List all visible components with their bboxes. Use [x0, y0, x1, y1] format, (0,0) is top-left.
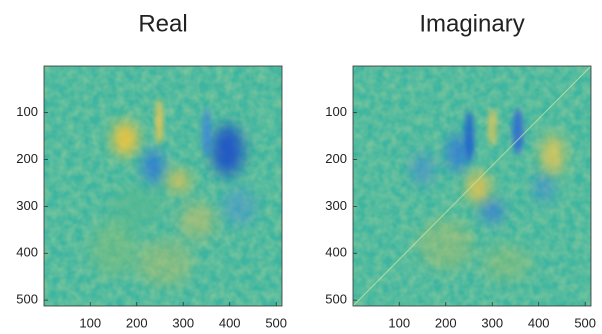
chart-title: Real: [138, 10, 187, 37]
image: [44, 66, 282, 306]
image-blob: [534, 173, 553, 202]
image-blob: [155, 99, 163, 146]
image-blob: [411, 152, 435, 186]
image: [353, 66, 591, 306]
image-diagonal: [353, 66, 591, 306]
image-blob: [466, 171, 491, 205]
image-blob: [202, 108, 212, 155]
axes-box: [43, 65, 283, 307]
y-tick-label: 400: [325, 245, 347, 260]
x-tick-label: 400: [528, 315, 550, 330]
image-blob: [178, 202, 216, 240]
image-blob: [480, 199, 505, 223]
x-tick-label: 100: [388, 315, 410, 330]
image-blob: [211, 124, 244, 176]
y-tick-label: 100: [325, 104, 347, 119]
image-blob: [222, 188, 256, 226]
y-tick-label: 100: [16, 104, 38, 119]
image-blob: [109, 185, 165, 228]
image-blob: [464, 110, 474, 162]
y-tick-label: 200: [325, 151, 347, 166]
image-blob: [112, 120, 139, 157]
y-tick-label: 300: [16, 198, 38, 213]
x-tick-label: 500: [265, 315, 287, 330]
image-blob: [90, 220, 137, 277]
image-blob: [143, 149, 164, 185]
image-blob: [136, 239, 193, 287]
x-tick-label: 300: [481, 315, 503, 330]
image-blob: [541, 134, 565, 176]
x-tick-label: 200: [435, 315, 457, 330]
x-tick-label: 400: [219, 315, 241, 330]
image-blob: [418, 218, 474, 270]
axes-box: [352, 65, 592, 307]
y-tick-label: 200: [16, 151, 38, 166]
image-blob: [483, 244, 530, 282]
y-tick-label: 500: [16, 292, 38, 307]
y-tick-label: 400: [16, 245, 38, 260]
x-tick-label: 100: [79, 315, 101, 330]
x-tick-label: 200: [126, 315, 148, 330]
y-tick-label: 300: [325, 198, 347, 213]
x-tick-label: 500: [574, 315, 596, 330]
image-blob: [166, 169, 191, 193]
x-tick-label: 300: [172, 315, 194, 330]
y-tick-label: 500: [325, 292, 347, 307]
image-blob: [447, 134, 468, 172]
chart-title: Imaginary: [419, 10, 524, 37]
image-blob: [512, 108, 524, 155]
image-blob: [487, 108, 498, 146]
